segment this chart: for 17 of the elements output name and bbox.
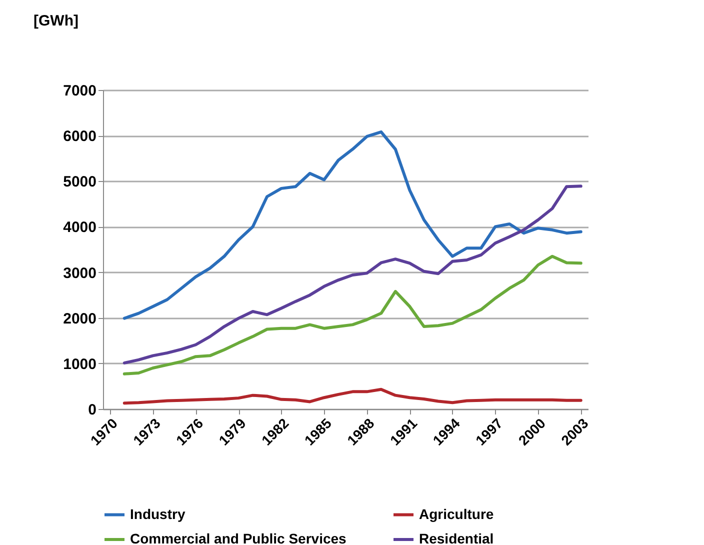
y-tick-label: 7000 [63, 82, 96, 100]
y-tick-label: 6000 [63, 128, 96, 146]
y-tick-label: 4000 [63, 219, 96, 236]
y-tick-label: 3000 [63, 264, 96, 282]
line-series [122, 184, 582, 364]
line-series [122, 130, 582, 320]
y-tick-label: 2000 [63, 310, 96, 328]
legend-label: Commercial and Public Services [130, 530, 347, 545]
legend-label: Agriculture [419, 506, 494, 522]
line-series [122, 254, 582, 376]
legend-label: Industry [130, 506, 186, 522]
legend-label: Residential [419, 530, 494, 545]
y-tick-label: 1000 [63, 356, 96, 373]
y-tick-label: 5000 [63, 174, 96, 191]
y-axis-title: [GWh] [34, 12, 78, 30]
line-series [122, 388, 582, 405]
y-tick-label: 0 [88, 402, 96, 418]
